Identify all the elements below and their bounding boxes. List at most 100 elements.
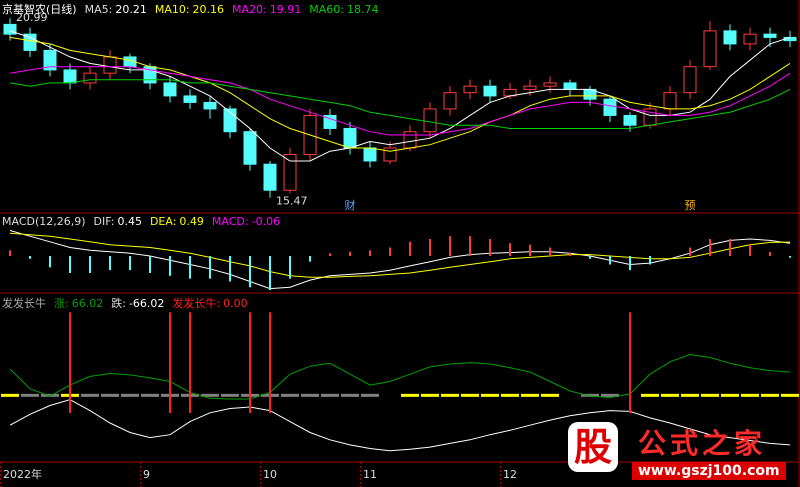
state-band <box>721 393 739 397</box>
candle-body <box>203 101 217 110</box>
series-line <box>9 30 791 162</box>
legend-name: MA20: <box>232 3 267 16</box>
state-band <box>101 393 119 397</box>
state-band <box>521 393 539 397</box>
legend-value: 18.74 <box>346 3 379 16</box>
series-line <box>9 232 791 278</box>
panel-title: MACD(12,26,9) <box>2 215 86 228</box>
series-line <box>9 399 791 452</box>
candle-body <box>283 153 297 191</box>
state-band <box>701 393 719 397</box>
state-band <box>221 393 239 397</box>
candle-body <box>23 33 37 51</box>
legend-name: MA5: <box>84 3 113 16</box>
state-band <box>601 393 619 397</box>
candle-body <box>403 131 417 149</box>
candle-body <box>563 82 577 90</box>
legend-name: DIF: <box>93 215 115 228</box>
state-band <box>761 393 779 397</box>
x-tick-label: 12 <box>503 468 517 481</box>
x-tick-label: 2022年 <box>3 467 42 481</box>
state-band <box>141 393 159 397</box>
candle-body <box>703 30 717 68</box>
legend-value: 20.16 <box>192 3 225 16</box>
low-label: 15.47 <box>276 195 308 208</box>
series-line <box>9 230 791 290</box>
candle-body <box>363 147 377 162</box>
state-band <box>81 393 99 397</box>
series-line <box>9 79 791 129</box>
series-line <box>9 353 791 400</box>
state-band <box>641 393 659 397</box>
watermark: 股 公式之家 www.gszj100.com <box>560 418 786 484</box>
legend-name: 涨: <box>54 297 69 310</box>
state-band <box>661 393 679 397</box>
legend-name: 发发长牛: <box>172 297 221 310</box>
watermark-name: 公式之家 <box>638 427 767 460</box>
state-band <box>341 393 359 397</box>
candle-body <box>103 56 117 74</box>
state-band <box>421 393 439 397</box>
candle-body <box>443 92 457 110</box>
legend-value: 0.45 <box>117 215 142 228</box>
state-band <box>281 393 299 397</box>
candle-body <box>3 23 17 35</box>
state-band <box>501 393 519 397</box>
legend-value: -66.02 <box>128 297 165 310</box>
candle-body <box>383 147 397 162</box>
legend-value: 0.00 <box>223 297 248 310</box>
state-band <box>401 393 419 397</box>
state-band <box>301 393 319 397</box>
candle-body <box>263 163 277 191</box>
legend-value: -0.06 <box>251 215 281 228</box>
state-band <box>21 393 39 397</box>
panel-title: 京基智农(日线) <box>2 3 77 16</box>
state-band <box>441 393 459 397</box>
candle-body <box>343 127 357 149</box>
legend-value: 0.49 <box>179 215 204 228</box>
candle-body <box>763 33 777 38</box>
state-band <box>201 393 219 397</box>
event-marker: 预 <box>685 199 696 212</box>
high-label: 20.99 <box>16 11 48 24</box>
state-band <box>41 393 59 397</box>
legend-name: MA10: <box>154 3 190 16</box>
watermark-url: www.gszj100.com <box>632 462 786 480</box>
candle-body <box>603 98 617 116</box>
candle-body <box>623 114 637 126</box>
x-tick-label: 10 <box>263 468 277 481</box>
state-band <box>541 393 559 397</box>
state-band <box>1 393 19 397</box>
legend-name: 跌: <box>111 297 126 310</box>
state-band <box>481 393 499 397</box>
candle-body <box>543 82 557 87</box>
candle-body <box>163 82 177 97</box>
x-tick-label: 9 <box>143 468 150 481</box>
state-band <box>461 393 479 397</box>
state-band <box>781 393 799 397</box>
candle-body <box>663 92 677 110</box>
candle-body <box>323 114 337 129</box>
state-band <box>321 393 339 397</box>
state-band <box>361 393 379 397</box>
series-line <box>9 66 791 136</box>
state-band <box>581 393 599 397</box>
candle-body <box>423 108 437 133</box>
panel-title: 发发长牛 <box>2 297 46 310</box>
legend-name: DEA: <box>149 215 177 228</box>
event-marker: 财 <box>345 198 356 212</box>
candle-body <box>463 85 477 94</box>
candle-body <box>183 95 197 103</box>
signal-header: 发发长牛 涨: 66.02 跌: -66.02 发发长牛: 0.00 <box>2 295 256 311</box>
series-line <box>9 36 791 152</box>
legend-name: MACD: <box>211 215 249 228</box>
state-band <box>741 393 759 397</box>
legend-name: MA60: <box>309 3 344 16</box>
watermark-logo: 股 <box>568 422 618 472</box>
legend-value: 66.02 <box>71 297 104 310</box>
price-header: 京基智农(日线) MA5: 20.21 MA10: 20.16 MA20: 19.91 MA6… <box>2 1 386 17</box>
candle-body <box>483 85 497 97</box>
legend-value: 19.91 <box>269 3 302 16</box>
